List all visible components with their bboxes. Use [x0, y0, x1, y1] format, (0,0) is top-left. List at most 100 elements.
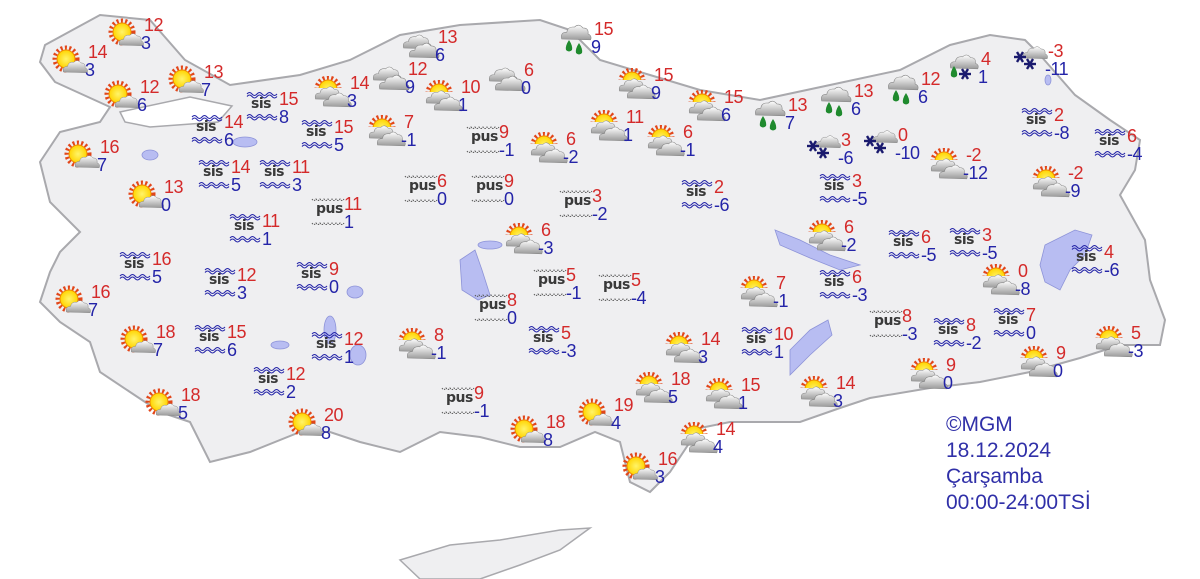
station-forecast: sis 14 5 — [197, 158, 267, 202]
station-forecast: 13 0 — [128, 178, 198, 224]
max-temperature: 10 — [774, 324, 794, 344]
max-temperature: -2 — [966, 145, 982, 165]
max-temperature: 13 — [854, 81, 874, 101]
min-temperature: -5 — [852, 189, 868, 209]
min-temperature: 0 — [1053, 361, 1063, 381]
condition-label: sis — [258, 371, 278, 387]
haze-icon — [404, 175, 438, 202]
min-temperature: 1 — [262, 229, 272, 249]
rain-icon — [821, 86, 852, 117]
min-temperature: 8 — [279, 107, 289, 127]
station-forecast: pus 9 0 — [470, 172, 540, 216]
min-temperature: 7 — [97, 155, 107, 175]
max-temperature: 12 — [408, 59, 428, 79]
snow-icon — [1014, 46, 1048, 70]
station-forecast: pus 5 -4 — [597, 271, 667, 315]
station-forecast: 13 6 — [402, 28, 472, 74]
min-temperature: -3 — [852, 285, 868, 305]
min-temperature: 6 — [851, 99, 861, 119]
min-temperature: 3 — [655, 467, 665, 487]
max-temperature: 9 — [329, 259, 339, 279]
condition-label: sis — [998, 312, 1018, 328]
max-temperature: 14 — [224, 112, 244, 132]
max-temperature: 3 — [982, 225, 992, 245]
min-temperature: -4 — [1127, 144, 1143, 164]
max-temperature: 5 — [566, 265, 576, 285]
max-temperature: 6 — [1127, 126, 1137, 146]
station-forecast: sis 11 3 — [258, 158, 328, 202]
station-forecast: pus 3 -2 — [558, 187, 628, 231]
fog-icon — [741, 327, 773, 356]
station-forecast: 6 -2 — [808, 217, 878, 264]
min-temperature: -3 — [1128, 341, 1144, 361]
max-temperature: 12 — [237, 265, 257, 285]
station-forecast: 18 7 — [120, 322, 190, 369]
min-temperature: 3 — [85, 60, 95, 80]
haze-icon — [466, 126, 500, 153]
max-temperature: 6 — [683, 122, 693, 142]
haze-icon — [869, 310, 903, 337]
condition-label: sis — [199, 329, 219, 345]
station-forecast: -3 -11 — [1012, 42, 1082, 88]
fog-icon — [528, 326, 560, 355]
station-forecast: sis 11 1 — [228, 212, 298, 256]
min-temperature: 7 — [785, 113, 795, 133]
max-temperature: 18 — [156, 322, 176, 342]
max-temperature: 15 — [741, 375, 761, 395]
station-forecast: 5 -3 — [1095, 324, 1165, 370]
condition-label: sis — [124, 256, 144, 272]
min-temperature: 1 — [458, 95, 468, 115]
max-temperature: 13 — [788, 95, 808, 115]
condition-label: sis — [686, 184, 706, 200]
fog-icon — [1071, 245, 1103, 274]
condition-label: sis — [203, 164, 223, 180]
station-forecast: sis 16 5 — [118, 250, 188, 294]
max-temperature: 15 — [724, 87, 744, 107]
fog-icon — [259, 160, 291, 189]
station-forecast: sis 3 -5 — [948, 226, 1018, 270]
max-temperature: 18 — [671, 369, 691, 389]
station-forecast: 12 9 — [372, 59, 442, 106]
max-temperature: 6 — [844, 217, 854, 237]
max-temperature: 12 — [144, 15, 164, 35]
station-forecast: 14 3 — [665, 330, 735, 376]
max-temperature: 9 — [504, 171, 514, 191]
max-temperature: 7 — [776, 273, 786, 293]
condition-label: sis — [264, 164, 284, 180]
min-temperature: 2 — [286, 382, 296, 402]
min-temperature: -6 — [714, 195, 730, 215]
max-temperature: 4 — [1104, 242, 1114, 262]
station-forecast: pus 5 -1 — [532, 266, 602, 310]
min-temperature: 6 — [918, 87, 928, 107]
max-temperature: 0 — [898, 125, 908, 145]
fog-icon — [204, 268, 236, 297]
haze-icon — [533, 269, 567, 296]
max-temperature: 5 — [561, 323, 571, 343]
max-temperature: 12 — [286, 364, 306, 384]
min-temperature: -1 — [773, 291, 789, 311]
max-temperature: 2 — [714, 177, 724, 197]
station-forecast: sis 6 -3 — [818, 268, 888, 312]
station-forecast: 3 -6 — [805, 130, 875, 177]
condition-label: sis — [938, 322, 958, 338]
condition-label: sis — [1099, 133, 1119, 149]
condition-label: sis — [533, 330, 553, 346]
station-forecast: 14 3 — [52, 43, 122, 89]
max-temperature: 8 — [434, 325, 444, 345]
condition-label: pus — [538, 272, 565, 288]
station-forecast: sis 5 -3 — [527, 324, 597, 368]
min-temperature: 5 — [334, 135, 344, 155]
forecast-date: 18.12.2024 — [946, 439, 1052, 462]
condition-label: sis — [824, 274, 844, 290]
min-temperature: 0 — [329, 277, 339, 297]
min-temperature: -2 — [841, 235, 857, 255]
station-forecast: -2 -12 — [930, 145, 1000, 192]
min-temperature: 3 — [292, 175, 302, 195]
min-temperature: 5 — [668, 387, 678, 407]
station-forecast: 13 7 — [752, 95, 822, 142]
condition-label: sis — [251, 96, 271, 112]
fog-icon — [888, 230, 920, 259]
max-temperature: 3 — [841, 130, 851, 150]
station-forecast: sis 2 -6 — [680, 178, 750, 222]
